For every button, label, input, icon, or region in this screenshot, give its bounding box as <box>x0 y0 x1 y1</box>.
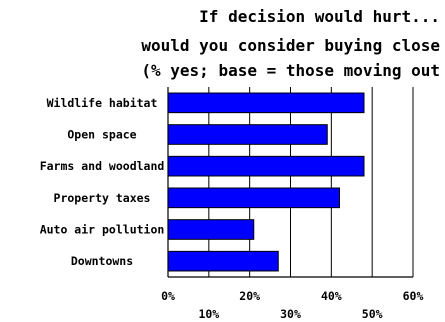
category-label-5: Auto air pollution <box>40 223 165 237</box>
chart-title-line-1: If decision would hurt... <box>199 7 440 26</box>
bar-1 <box>167 92 365 114</box>
bar-4 <box>167 187 340 209</box>
category-label-1: Wildlife habitat <box>47 96 158 110</box>
x-tick-label: 30% <box>280 307 301 321</box>
x-tick-label: 40% <box>321 289 342 303</box>
chart-title-line-3: (% yes; base = those moving out <box>141 61 440 80</box>
category-label-2: Open space <box>67 128 136 142</box>
chart-title-line-2: would you consider buying close <box>141 36 440 55</box>
x-tick-label: 50% <box>362 307 383 321</box>
category-label-6: Downtowns <box>71 254 133 268</box>
x-tick-label: 10% <box>198 307 219 321</box>
x-tick-label: 20% <box>239 289 260 303</box>
category-label-4: Property taxes <box>54 191 151 205</box>
bar-2 <box>167 124 328 145</box>
category-label-3: Farms and woodland <box>40 159 165 173</box>
bar-6 <box>167 250 279 272</box>
chart-title: If decision would hurt... would you cons… <box>141 7 440 80</box>
bar-3 <box>167 155 365 177</box>
x-tick-label: 60% <box>403 289 424 303</box>
x-tick-label: 0% <box>161 289 175 303</box>
plot-area: Wildlife habitat Open space Farms and wood… <box>40 87 424 321</box>
bar-5 <box>167 219 255 240</box>
